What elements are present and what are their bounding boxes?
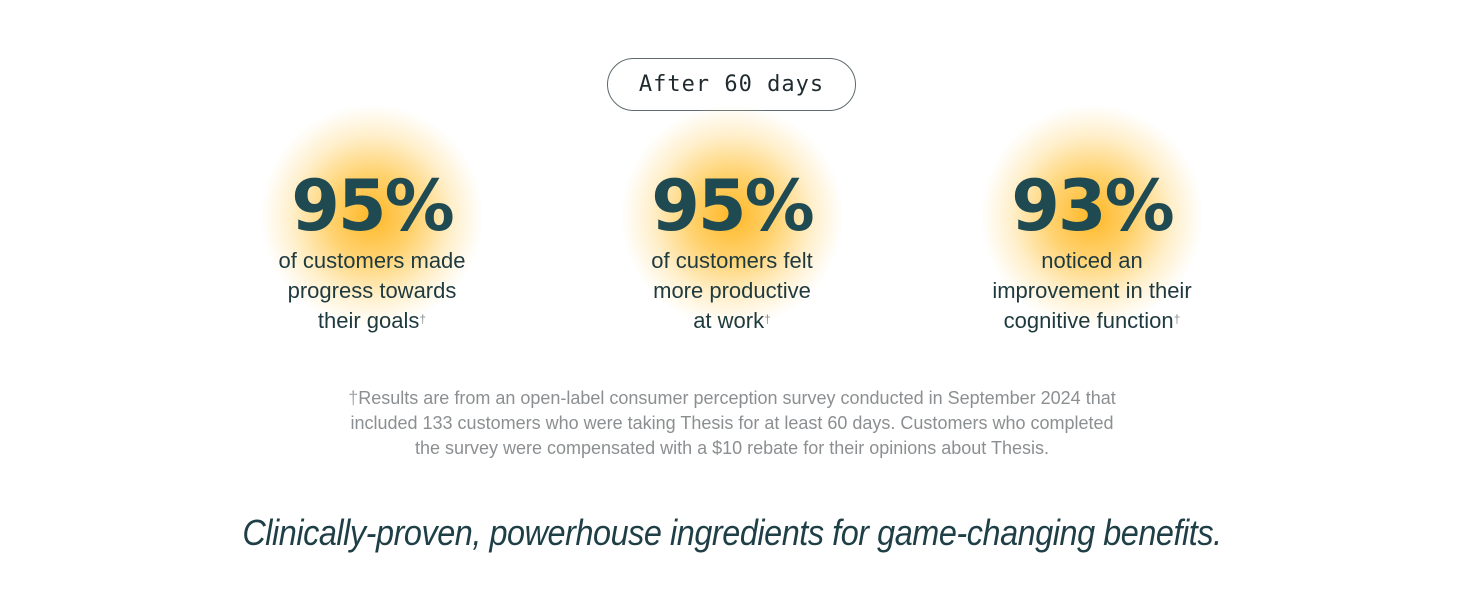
- stat-description-line: improvement in their: [992, 278, 1192, 303]
- stat-description: of customers made progress towards their…: [192, 246, 552, 336]
- stat-value: 95%: [291, 165, 455, 247]
- stat-description-line: of customers made: [278, 248, 466, 273]
- footnote-line: †Results are from an open-label consumer…: [348, 388, 1116, 408]
- stat-description-line: at work†: [693, 308, 771, 333]
- glow-highlight: [982, 106, 1202, 326]
- footnote-marker: †: [419, 312, 427, 326]
- footnote-marker: †: [764, 312, 771, 326]
- footnote-line: the survey were compensated with a $10 r…: [414, 438, 1050, 458]
- stat-description-line: more productive: [653, 278, 811, 303]
- glow-highlight: [262, 106, 482, 326]
- footnote-line: included 133 customers who were taking T…: [350, 413, 1114, 433]
- duration-badge: After 60 days: [607, 58, 856, 111]
- stat-description-line: noticed an: [1041, 248, 1143, 273]
- stat-value: 93%: [1011, 165, 1175, 247]
- stat-card-productivity: 95% of customers felt more productive at…: [552, 106, 912, 336]
- stat-description: of customers felt more productive at wor…: [552, 246, 912, 336]
- survey-footnote: †Results are from an open-label consumer…: [232, 386, 1232, 461]
- footnote-marker: †: [1173, 312, 1181, 326]
- stat-card-goals: 95% of customers made progress towards t…: [192, 106, 552, 336]
- stat-description-line: cognitive function†: [1003, 308, 1181, 333]
- footnote-marker: †: [348, 388, 359, 408]
- stat-value: 95%: [651, 165, 815, 247]
- duration-badge-label: After 60 days: [638, 72, 825, 97]
- tagline-heading: Clinically-proven, powerhouse ingredient…: [242, 512, 1222, 553]
- stat-description-line: their goals†: [317, 308, 427, 333]
- stat-card-cognitive: 93% noticed an improvement in their cogn…: [912, 106, 1272, 336]
- stat-description: noticed an improvement in their cognitiv…: [912, 246, 1272, 336]
- stat-description-line: of customers felt: [651, 248, 813, 273]
- glow-highlight: [622, 106, 842, 326]
- stat-description-line: progress towards: [287, 278, 457, 303]
